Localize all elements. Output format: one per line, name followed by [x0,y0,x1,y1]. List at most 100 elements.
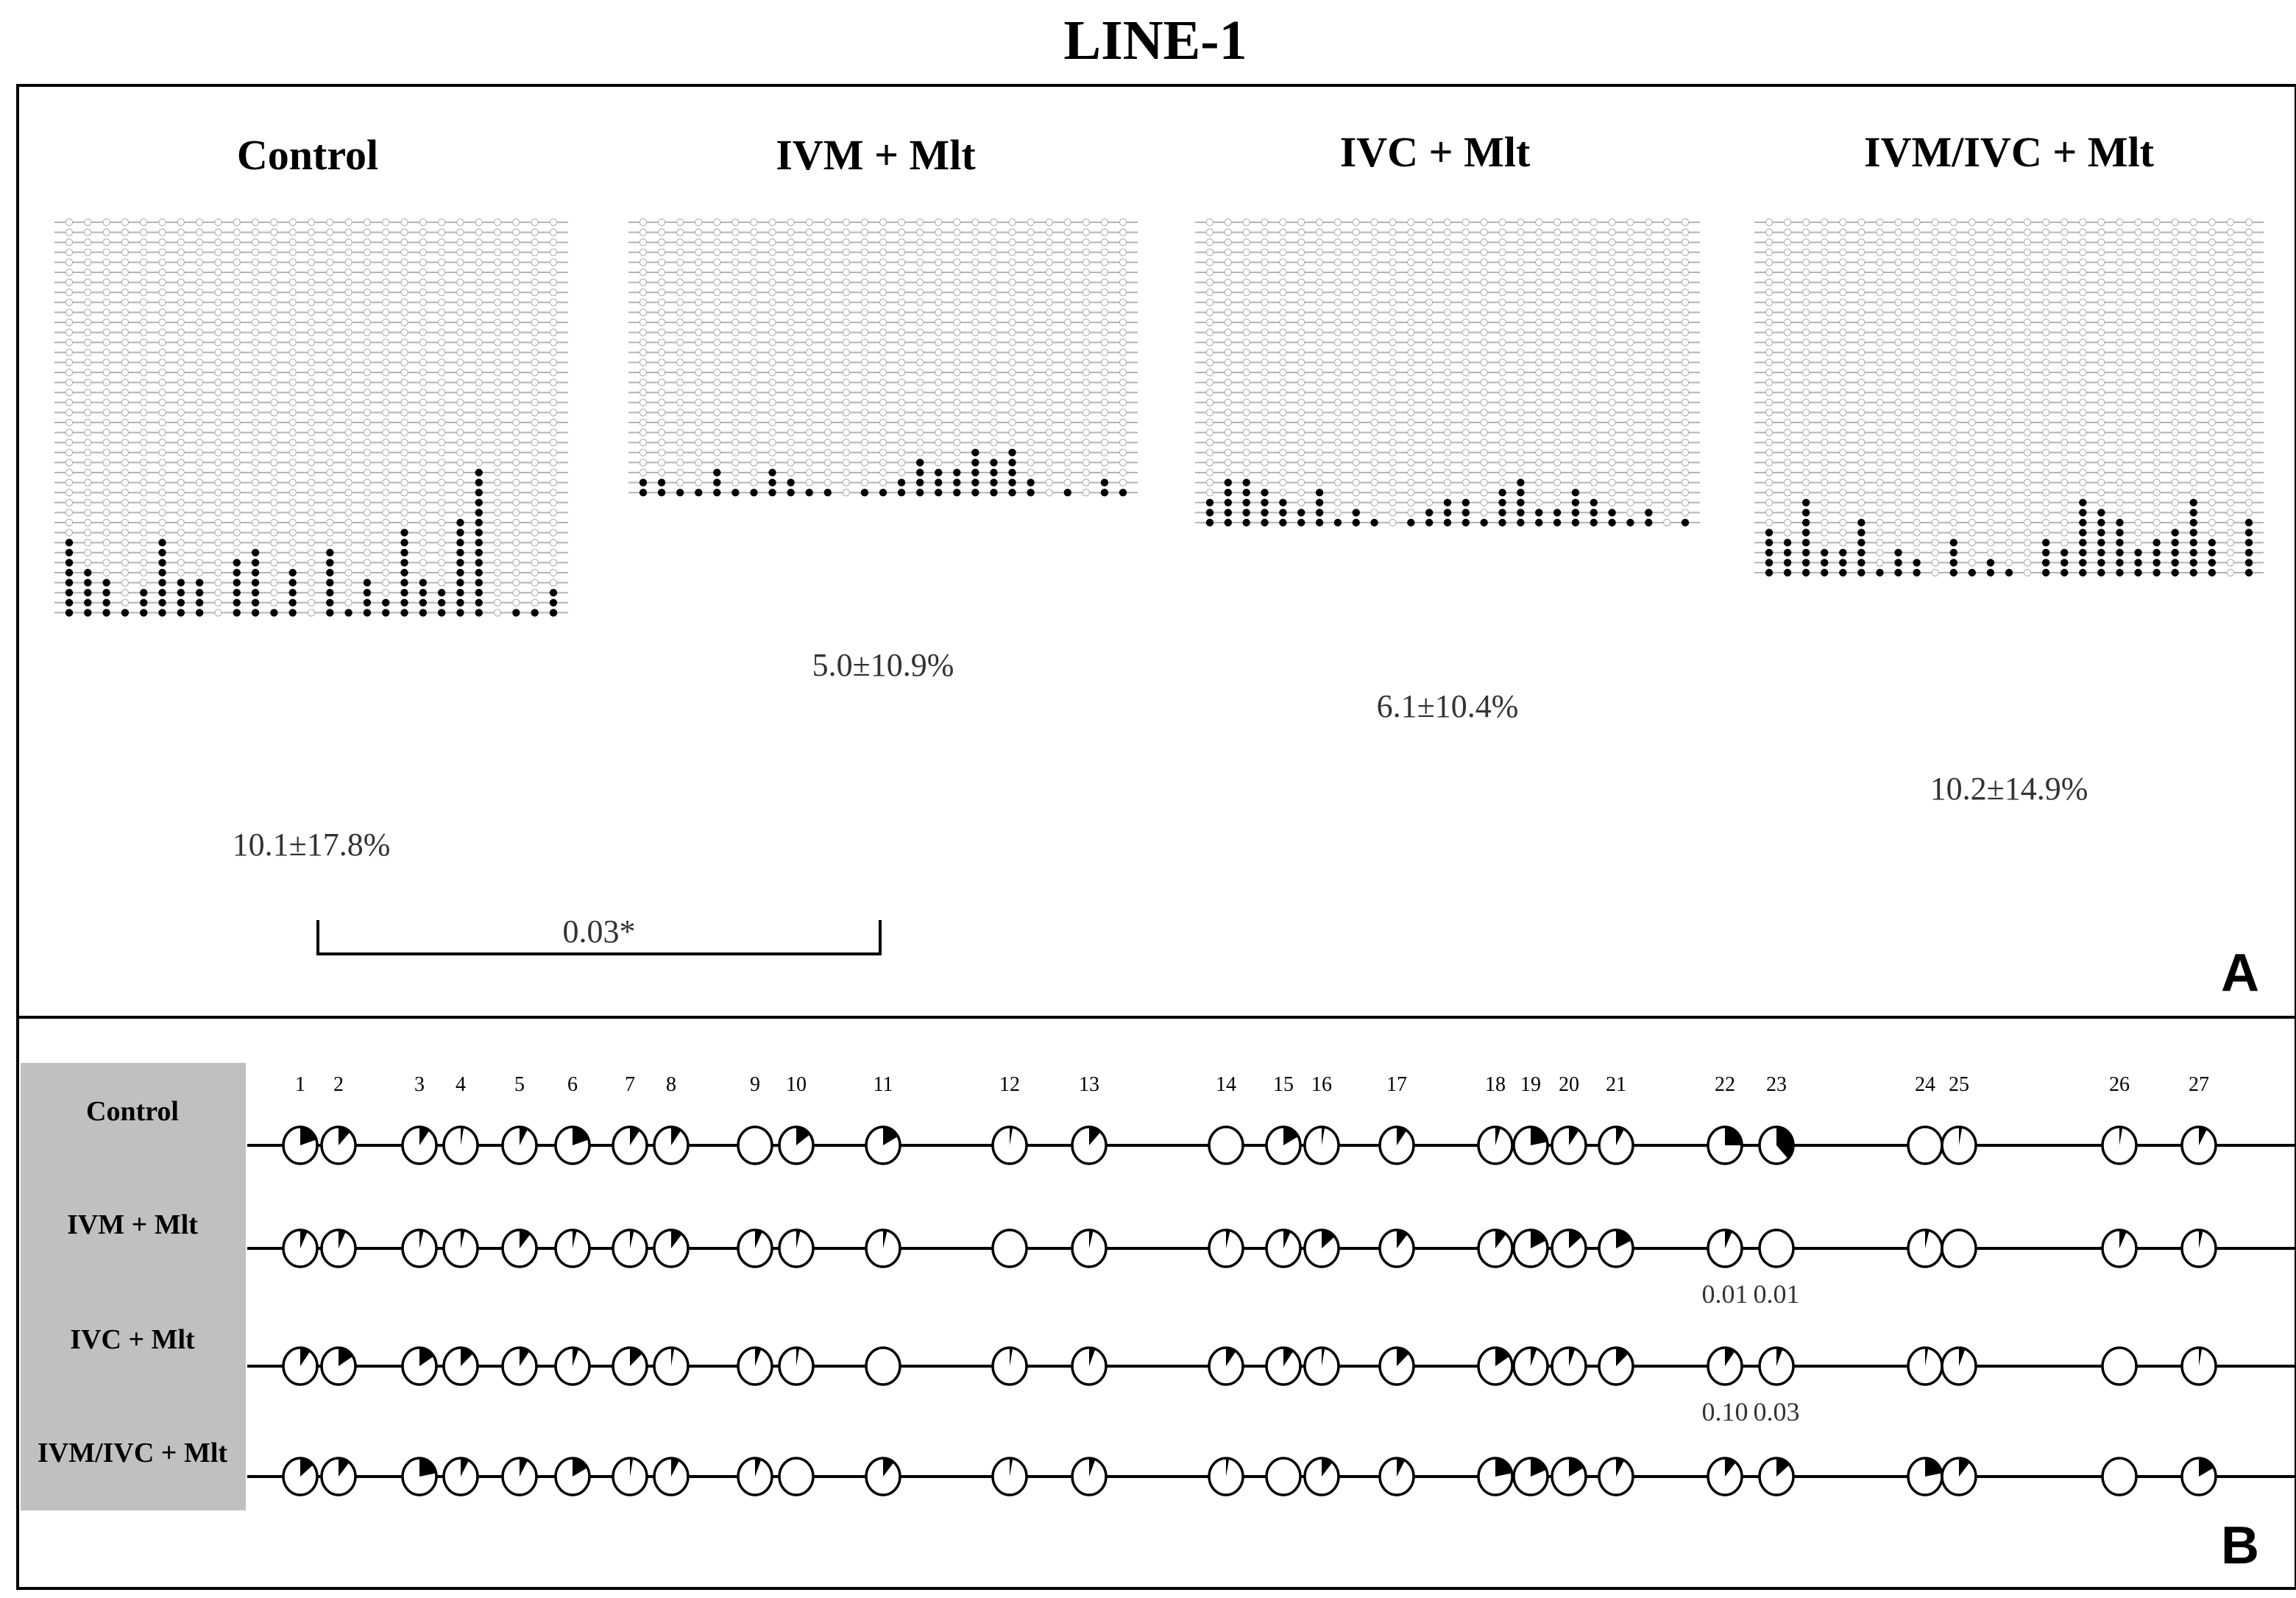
unmethylated-cpg-dot [1931,448,1939,457]
unmethylated-cpg-dot [2005,318,2013,327]
unmethylated-cpg-dot [1645,289,1653,297]
unmethylated-cpg-dot [2023,528,2032,537]
unmethylated-cpg-dot [1571,468,1580,477]
unmethylated-cpg-dot [657,308,666,317]
unmethylated-cpg-dot [1801,228,1810,236]
unmethylated-cpg-dot [1480,289,1488,297]
unmethylated-cpg-dot [456,289,464,297]
unmethylated-cpg-dot [531,238,539,247]
unmethylated-cpg-dot [1297,258,1305,266]
unmethylated-cpg-dot [2208,248,2217,256]
methylated-cpg-dot [363,609,372,617]
unmethylated-cpg-dot [2061,348,2069,356]
unmethylated-cpg-dot [953,459,961,467]
unmethylated-cpg-dot [1662,238,1671,247]
unmethylated-cpg-dot [1626,409,1634,417]
unmethylated-cpg-dot [1662,398,1671,407]
unmethylated-cpg-dot [307,528,316,537]
unmethylated-cpg-dot [1681,339,1690,347]
unmethylated-cpg-dot [1681,289,1690,297]
unmethylated-cpg-dot [1681,248,1690,256]
methylated-fraction-wedge [1226,1458,1230,1477]
unmethylated-cpg-dot [657,389,666,397]
unmethylated-cpg-dot [1008,409,1016,417]
methylated-cpg-dot [456,518,464,527]
unmethylated-cpg-dot [1645,238,1653,247]
methylated-cpg-dot [676,489,684,497]
unmethylated-cpg-dot [344,439,352,447]
unmethylated-cpg-dot [1063,398,1071,407]
unmethylated-cpg-dot [879,368,887,377]
unmethylated-cpg-dot [1119,218,1127,227]
unmethylated-cpg-dot [121,409,130,417]
unmethylated-cpg-dot [823,228,832,236]
unmethylated-cpg-dot [1008,258,1016,266]
unmethylated-cpg-dot [1986,228,1995,236]
unmethylated-cpg-dot [382,559,390,567]
unmethylated-cpg-dot [860,258,869,266]
unmethylated-cpg-dot [1821,528,1829,537]
unmethylated-cpg-dot [1443,318,1452,327]
methylated-cpg-dot [1352,509,1360,517]
unmethylated-cpg-dot [344,448,352,457]
unmethylated-cpg-dot [1913,409,1921,417]
unmethylated-cpg-dot [1876,448,1884,457]
unmethylated-cpg-dot [1949,428,1957,436]
unmethylated-cpg-dot [288,278,297,286]
unmethylated-cpg-dot [270,378,278,386]
unmethylated-cpg-dot [1517,289,1525,297]
methylated-fraction-wedge [1959,1458,1970,1477]
unmethylated-cpg-dot [1949,289,1957,297]
site-p-value: 0.01 [1754,1279,1800,1309]
unmethylated-cpg-dot [1045,389,1053,397]
unmethylated-cpg-dot [897,439,906,447]
unmethylated-cpg-dot [695,218,703,227]
unmethylated-cpg-dot [1119,409,1127,417]
methylated-fraction-wedge [339,1348,353,1366]
unmethylated-cpg-dot [549,268,558,277]
unmethylated-cpg-dot [65,509,74,517]
unmethylated-cpg-dot [2041,389,2050,397]
unmethylated-cpg-dot [2079,218,2087,227]
methylated-cpg-dot [935,468,943,477]
unmethylated-cpg-dot [1205,289,1214,297]
unmethylated-cpg-dot [419,339,428,347]
unmethylated-cpg-dot [768,398,776,407]
unmethylated-cpg-dot [158,489,166,497]
unmethylated-cpg-dot [1876,268,1884,277]
unmethylated-cpg-dot [419,568,428,577]
unmethylated-cpg-dot [493,328,502,336]
unmethylated-cpg-dot [2079,258,2087,266]
methylated-cpg-dot [84,579,92,587]
unmethylated-cpg-dot [639,428,648,436]
unmethylated-cpg-dot [1590,308,1598,317]
unmethylated-cpg-dot [549,358,558,367]
unmethylated-cpg-dot [2244,258,2253,266]
unmethylated-cpg-dot [1913,489,1921,497]
unmethylated-cpg-dot [1279,439,1287,447]
methylated-fraction-wedge [1495,1127,1501,1145]
unmethylated-cpg-dot [1315,409,1324,417]
unmethylated-cpg-dot [1839,418,1847,427]
methylated-cpg-dot [195,579,204,587]
unmethylated-cpg-dot [102,339,110,347]
unmethylated-cpg-dot [1517,398,1525,407]
methylated-cpg-dot [2189,548,2197,557]
unmethylated-cpg-dot [1242,428,1250,436]
unmethylated-cpg-dot [695,318,703,327]
unmethylated-cpg-dot [823,298,832,306]
unmethylated-cpg-dot [1626,439,1634,447]
unmethylated-cpg-dot [1553,348,1562,356]
unmethylated-cpg-dot [1261,418,1269,427]
unmethylated-cpg-dot [307,339,316,347]
unmethylated-cpg-dot [1389,398,1397,407]
unmethylated-cpg-dot [1821,378,1829,386]
methylated-fraction-wedge [339,1458,350,1477]
unmethylated-cpg-dot [1839,528,1847,537]
unmethylated-cpg-dot [1425,389,1434,397]
unmethylated-cpg-dot [1765,308,1774,317]
unmethylated-cpg-dot [140,238,148,247]
unmethylated-cpg-dot [2061,258,2069,266]
methylated-cpg-dot [2208,539,2217,547]
unmethylated-cpg-dot [1045,228,1053,236]
